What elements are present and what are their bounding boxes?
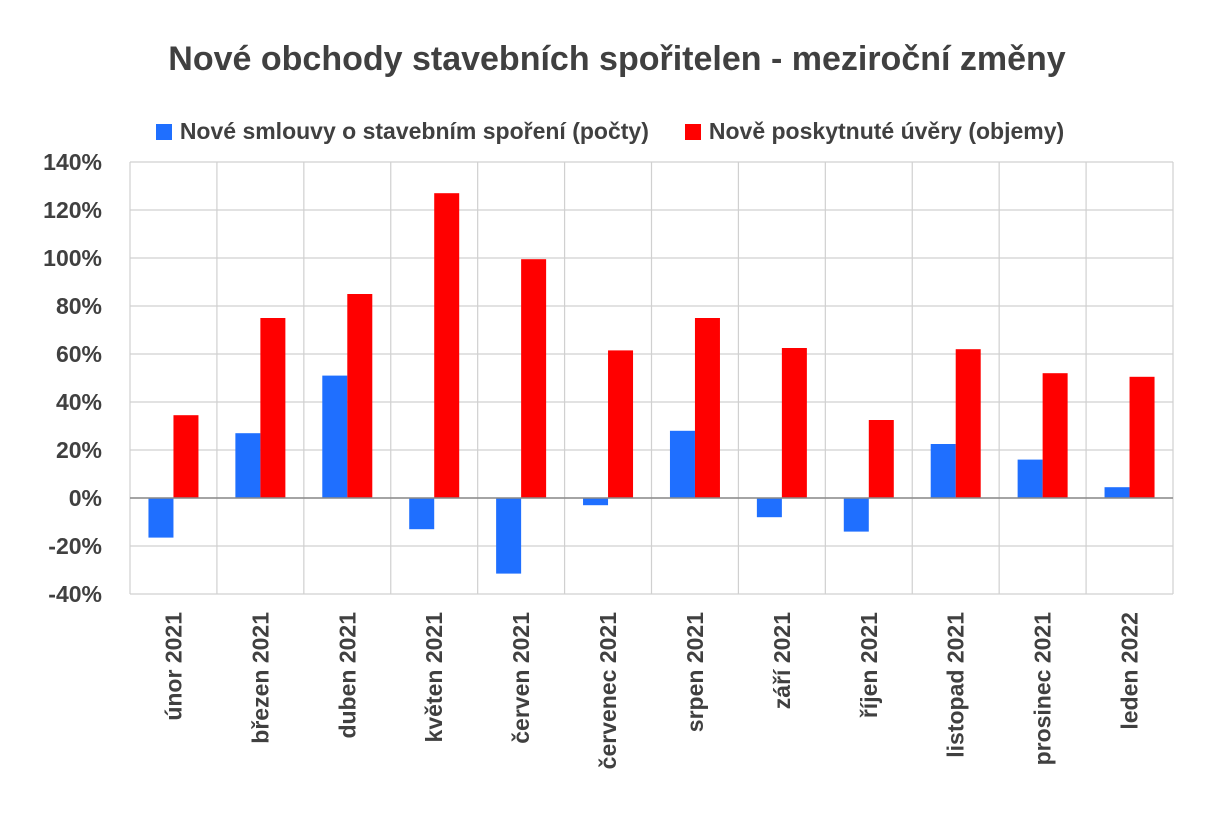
bar-series-2 xyxy=(173,415,199,498)
y-tick-label: 100% xyxy=(43,245,102,271)
x-tick-label: červen 2021 xyxy=(508,612,534,744)
bar-series-2 xyxy=(955,349,981,498)
y-tick-label: 0% xyxy=(69,485,102,511)
x-tick-label: duben 2021 xyxy=(334,612,360,739)
y-tick-label: -40% xyxy=(48,581,102,607)
y-tick-label: 120% xyxy=(43,197,102,223)
legend-label-series-2: Nově poskytnuté úvěry (objemy) xyxy=(708,118,1065,144)
bar-series-1 xyxy=(496,498,522,574)
bar-series-1 xyxy=(669,430,695,498)
bar-series-1 xyxy=(148,498,174,538)
x-tick-label: červenec 2021 xyxy=(595,612,621,770)
y-tick-label: 80% xyxy=(56,293,102,319)
x-tick-label: březen 2021 xyxy=(247,612,273,744)
y-tick-label: 60% xyxy=(56,341,102,367)
bar-series-1 xyxy=(583,498,609,506)
legend-item-series-1: Nové smlouvy o stavebním spoření (počty) xyxy=(155,118,649,145)
bar-series-2 xyxy=(868,420,894,498)
x-tick-label: prosinec 2021 xyxy=(1030,612,1056,766)
bar-series-2 xyxy=(1129,376,1155,498)
y-tick-label: 40% xyxy=(56,389,102,415)
bar-series-1 xyxy=(756,498,782,518)
legend-label-series-1: Nové smlouvy o stavebním spoření (počty) xyxy=(179,118,649,144)
bar-series-2 xyxy=(694,318,720,498)
bar-series-2 xyxy=(781,348,807,498)
x-tick-label: květen 2021 xyxy=(421,612,447,743)
bar-series-2 xyxy=(521,259,547,498)
bar-series-1 xyxy=(322,375,348,498)
x-tick-label: leden 2022 xyxy=(1117,612,1143,730)
y-tick-label: -20% xyxy=(48,533,102,559)
legend-swatch-red xyxy=(684,123,701,140)
bar-series-1 xyxy=(1104,487,1130,498)
bar-series-2 xyxy=(347,294,373,498)
bar-series-1 xyxy=(409,498,435,530)
bar-series-1 xyxy=(843,498,869,532)
bar-series-1 xyxy=(930,444,956,498)
bar-series-2 xyxy=(260,318,286,498)
bar-series-1 xyxy=(235,433,261,498)
legend-swatch-blue xyxy=(155,123,172,140)
legend: Nové smlouvy o stavebním spoření (počty)… xyxy=(0,118,1220,145)
y-tick-label: 20% xyxy=(56,437,102,463)
bar-series-2 xyxy=(608,350,634,498)
bar-series-2 xyxy=(434,193,460,498)
x-tick-label: září 2021 xyxy=(769,612,795,709)
chart-title: Nové obchody stavebních spořitelen - mez… xyxy=(168,40,1066,78)
y-tick-label: 140% xyxy=(43,149,102,175)
legend-item-series-2: Nově poskytnuté úvěry (objemy) xyxy=(684,118,1065,145)
x-tick-label: únor 2021 xyxy=(160,612,186,721)
x-tick-label: listopad 2021 xyxy=(943,612,969,758)
x-tick-label: srpen 2021 xyxy=(682,612,708,732)
bar-series-2 xyxy=(1042,373,1068,498)
bar-series-1 xyxy=(1017,459,1043,498)
x-tick-label: říjen 2021 xyxy=(856,612,882,718)
